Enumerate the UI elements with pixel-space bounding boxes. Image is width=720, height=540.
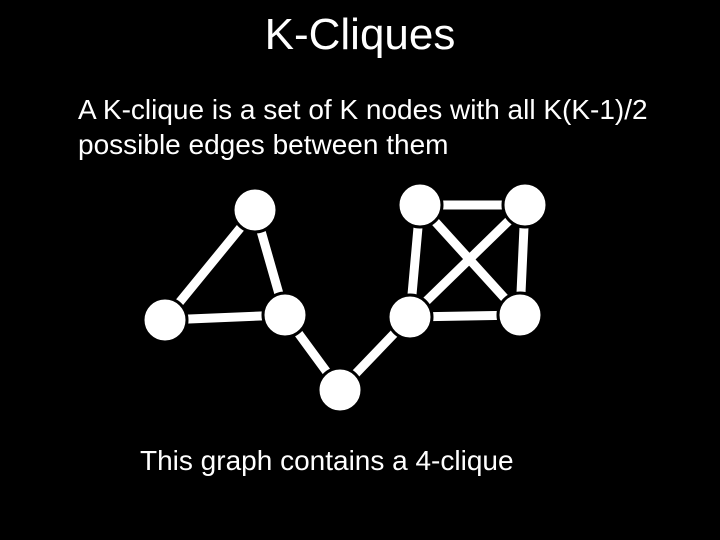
graph-node — [318, 368, 362, 412]
graph-node — [233, 188, 277, 232]
slide-body-text: A K-clique is a set of K nodes with all … — [78, 92, 658, 162]
graph-node — [498, 293, 542, 337]
graph-node — [503, 183, 547, 227]
graph-node — [388, 295, 432, 339]
slide-title: K-Cliques — [0, 10, 720, 60]
slide: K-Cliques A K-clique is a set of K nodes… — [0, 0, 720, 540]
graph-node — [398, 183, 442, 227]
slide-caption: This graph contains a 4-clique — [140, 445, 514, 477]
graph-node — [263, 293, 307, 337]
graph-svg — [110, 180, 550, 430]
graph-diagram — [110, 180, 550, 430]
graph-node — [143, 298, 187, 342]
